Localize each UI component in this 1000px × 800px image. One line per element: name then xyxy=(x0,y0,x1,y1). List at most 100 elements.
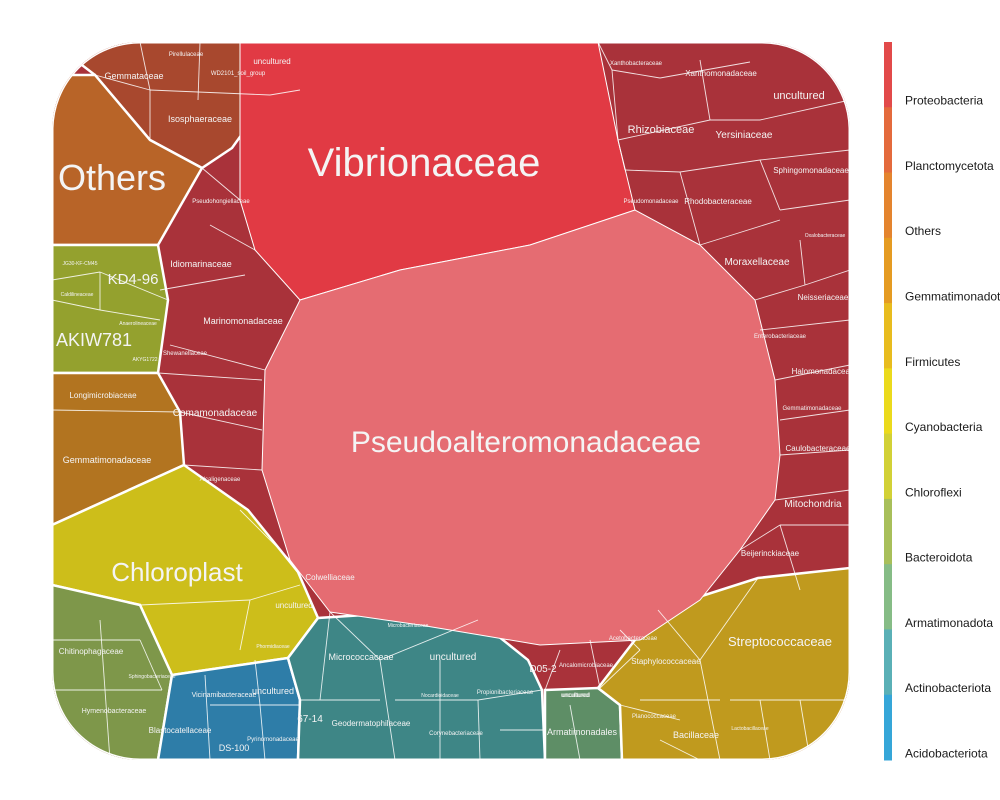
cell-border-8 xyxy=(617,139,626,171)
cell-label-firmicutes-staphylococcaceae-1: Staphylococcaceae xyxy=(631,657,701,666)
cell-border-54 xyxy=(204,674,211,760)
cell-border-64 xyxy=(477,699,481,760)
cell-label-chloroflexi-anaerolineaceae-5: Anaerolineaceae xyxy=(119,321,157,327)
cell-label-planctomycetota-uncultured-3: uncultured xyxy=(253,57,290,66)
cell-label-planctomycetota-pirellulaceae-1: Pirellulaceae xyxy=(169,52,204,58)
cell-label-actinobacteriota-geodermatophilaceae-2: Geodermatophilaceae xyxy=(332,719,411,728)
cell-label-proteobacteria-yersiniaceae-6: Yersiniaceae xyxy=(716,130,773,141)
cell-label-actinobacteriota-uncultured-1: uncultured xyxy=(430,652,477,663)
cell-label-chloroflexi-akiw781-1: AKIW781 xyxy=(56,330,132,350)
cell-label-proteobacteria-xanthobacteraceae-4: Xanthobacteraceae xyxy=(610,61,663,67)
cell-border-59 xyxy=(379,619,479,661)
cell-border-73 xyxy=(699,577,759,661)
cell-border-3 xyxy=(611,69,619,141)
cell-label-actinobacteriota-propionibacteriaceae-3: Propionibacteriaceae xyxy=(477,690,534,696)
cell-border-30 xyxy=(157,372,263,381)
region-actinobacteriota xyxy=(286,612,547,760)
cell-label-proteobacteria-colwelliaceae-25: Colwelliaceae xyxy=(305,573,355,582)
cell-label-proteobacteria-caulobacteraceae-10: Caulobacteraceae xyxy=(786,444,851,453)
legend-swatch-chloroflexi xyxy=(884,433,892,500)
cell-border-37 xyxy=(197,42,201,101)
cell-label-acidobacteriota-blastocatellaceae-2: Blastocatellaceae xyxy=(149,726,212,735)
cell-label-extra-uncultured-2: uncultured xyxy=(562,693,590,699)
legend-label-chloroflexi: Chloroflexi xyxy=(905,485,962,499)
cell-label-gemmatimonadota-longimicrobiaceae-0: Longimicrobiaceae xyxy=(69,391,137,400)
legend-swatch-planctomycetota xyxy=(884,107,892,174)
legend: Proteobacteria Planctomycetota Others Gemma… xyxy=(884,42,1000,761)
cell-label-actinobacteriota-nocardioidaceae-7: Nocardioidaceae xyxy=(421,693,459,699)
cell-label-proteobacteria-oxalobacteraceae-24: Oxalobacteraceae xyxy=(805,233,846,239)
cell-label-cyanobacteria-phormidiaceae-2: Phormidiaceae xyxy=(256,644,290,650)
cell-border-14 xyxy=(779,199,850,211)
cell-border-17 xyxy=(804,269,850,286)
cell-label-proteobacteria-pseudohongiellaceae-18: Pseudohongiellaceae xyxy=(192,199,250,205)
cell-border-81 xyxy=(569,704,581,760)
legend-swatch-gemmatimonadota xyxy=(884,237,892,304)
cell-border-56 xyxy=(254,659,261,706)
treemap-cells: Vibrionaceae Pseudoalteromonadaceae Rhizob… xyxy=(52,42,851,760)
cell-label-chloroflexi-akyg1722-4: AKYG1722 xyxy=(132,357,157,363)
cell-label-extra-ancalomicrobiaceae-1: Ancalomicrobiaceae xyxy=(559,663,614,669)
cell-label-proteobacteria-alcaligenaceae-23: Alcaligenaceae xyxy=(200,477,241,483)
cell-label-proteobacteria-vibrionaceae-0: Vibrionaceae xyxy=(308,141,541,185)
legend-swatch-armatimonadota xyxy=(884,564,892,630)
region-chloroflexi xyxy=(52,243,170,375)
cell-border-79 xyxy=(759,699,771,760)
cell-label-actinobacteriota-microbacteriaceae-6: Microbacteriaceae xyxy=(388,623,429,629)
cell-border-72 xyxy=(657,609,701,661)
legend-label-bacteroidota: Bacteroidota xyxy=(905,551,973,565)
cell-label-planctomycetota-isosphaeraceae-4: Isosphaeraceae xyxy=(168,114,232,124)
cell-border-74 xyxy=(699,659,721,760)
cell-label-proteobacteria-mitochondria-16: Mitochondria xyxy=(784,499,842,510)
cell-label-chloroflexi-caldilineaceae-3: Caldilineaceae xyxy=(61,292,94,298)
cell-label-actinobacteriota-corynebacteriaceae-4: Corynebacteriaceae xyxy=(429,731,483,737)
cell-border-26 xyxy=(779,524,801,591)
cell-border-23 xyxy=(774,489,850,501)
cell-label-gemmatimonadota-gemmatimonadaceae-1: Gemmatimonadaceae xyxy=(63,455,152,465)
cell-border-63 xyxy=(477,689,543,701)
cell-border-19 xyxy=(774,364,850,381)
cell-border-47 xyxy=(139,599,251,606)
cell-border-49 xyxy=(239,599,251,651)
cell-border-9 xyxy=(624,169,681,173)
cell-label-proteobacteria-pseudomonadaceae-8: Pseudomonadaceae xyxy=(623,199,679,205)
cell-border-18 xyxy=(799,239,806,286)
cell-label-firmicutes-planococcaceae-2: Planococcaceae xyxy=(632,714,677,720)
cell-border-66 xyxy=(319,611,331,701)
cell-border-57 xyxy=(259,704,266,760)
cell-label-proteobacteria-enterobacteriaceae-13: Enterobacteriaceae xyxy=(754,334,807,340)
cell-border-35 xyxy=(269,89,301,96)
cell-border-34 xyxy=(239,509,291,561)
cell-border-60 xyxy=(379,659,396,760)
legend-label-armatimonadota: Armatimonadota xyxy=(905,616,993,630)
legend-swatch-acidobacteriota xyxy=(884,694,892,761)
cell-label-proteobacteria-beijerinckiaceae-17: Beijerinckiaceae xyxy=(741,549,800,558)
cell-label-acidobacteriota-uncultured-1: uncultured xyxy=(252,686,294,696)
cell-label-cyanobacteria-uncultured-1: uncultured xyxy=(275,601,312,610)
cell-label-proteobacteria-shewanellaceae-21: Shewanellaceae xyxy=(163,351,208,357)
cell-label-bacteroidota-chitinophagaceae-0: Chitinophagaceae xyxy=(59,647,124,656)
legend-swatch-others xyxy=(884,172,892,239)
cell-border-33 xyxy=(183,464,263,471)
cell-border-68 xyxy=(544,649,561,691)
cell-border-48 xyxy=(249,584,301,601)
cell-border-2 xyxy=(659,61,751,79)
cell-label-armatimonadota-uncultured-1: uncultured xyxy=(561,693,589,699)
cell-border-76 xyxy=(619,704,681,721)
cell-label-cyanobacteria-chloroplast-0: Chloroplast xyxy=(111,557,243,587)
cell-border-58 xyxy=(329,611,381,661)
region-gemmatimonadota xyxy=(52,371,186,527)
cell-label-bacteroidota-hymenobacteraceae-1: Hymenobacteraceae xyxy=(82,708,147,715)
cell-border-45 xyxy=(52,299,101,311)
legend-label-proteobacteria: Proteobacteria xyxy=(905,94,983,108)
cell-border-27 xyxy=(201,167,241,201)
cell-border-38 xyxy=(149,89,271,96)
legend-swatch-firmicutes xyxy=(884,303,892,369)
cell-label-proteobacteria-neisseriaceae-12: Neisseriaceae xyxy=(798,293,849,302)
cell-label-firmicutes-bacillaceae-3: Bacillaceae xyxy=(673,730,719,740)
cell-label-others-others-0: Others xyxy=(58,157,166,198)
legend-swatch-actinobacteriota xyxy=(884,629,892,696)
cell-border-20 xyxy=(759,319,850,331)
cell-label-planctomycetota-wd2101-soil-group-2: WD2101_soil_group xyxy=(211,71,266,77)
